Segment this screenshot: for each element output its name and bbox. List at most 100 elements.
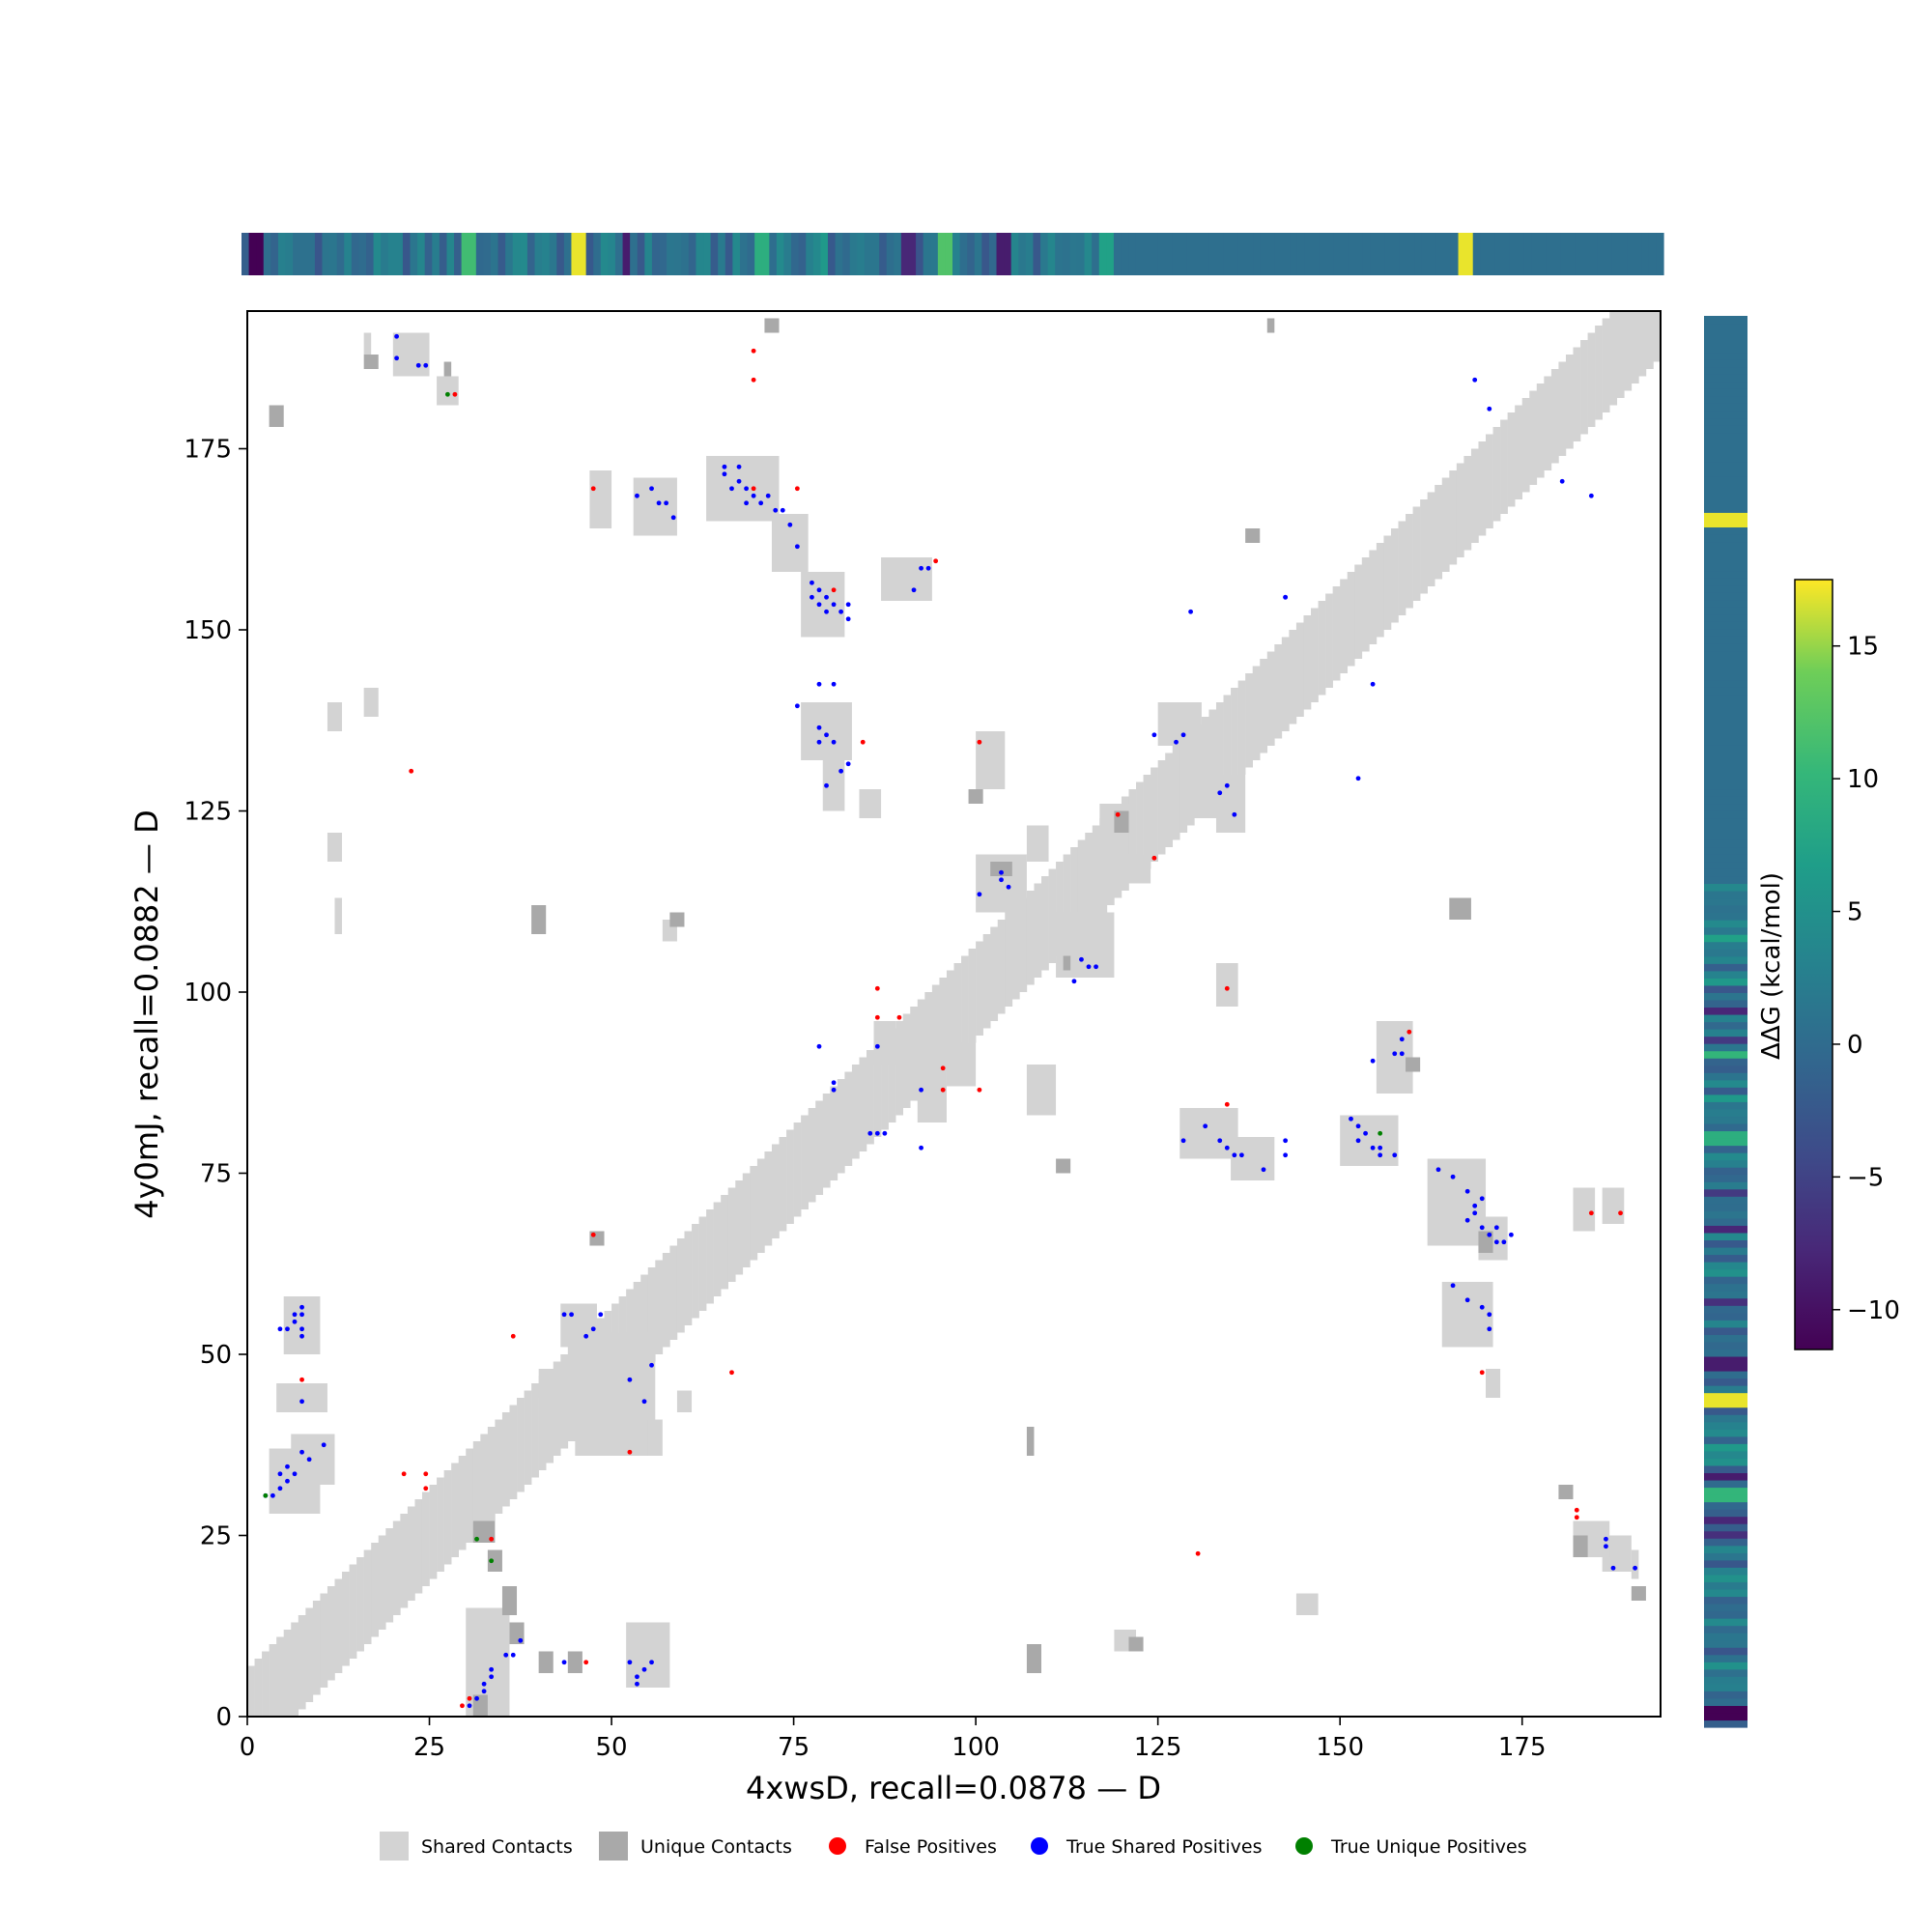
- top-track-cell: [754, 233, 763, 275]
- diagonal-contact-cell: [553, 1361, 561, 1456]
- true-shared-positive-point: [1151, 732, 1157, 738]
- top-track-cell: [637, 233, 645, 275]
- true-shared-positive-point: [824, 594, 829, 600]
- side-track-cell: [1704, 330, 1747, 339]
- unique-contact-block: [363, 355, 379, 369]
- top-track-cell: [724, 233, 733, 275]
- true-shared-positive-point: [882, 1130, 888, 1136]
- shared-contact-block: [1427, 1158, 1487, 1246]
- diagonal-contact-cell: [764, 1151, 773, 1246]
- side-track-cell: [1704, 454, 1747, 463]
- top-track-cell: [1487, 233, 1496, 275]
- top-track-cell: [739, 233, 749, 275]
- side-track-cell: [1704, 984, 1747, 993]
- unique-contact-block: [1406, 1057, 1421, 1072]
- shared-contact-block: [1295, 1593, 1319, 1615]
- x-tick-label: 75: [778, 1733, 810, 1762]
- side-track-cell: [1704, 1435, 1747, 1444]
- true-shared-positive-point: [1464, 1188, 1470, 1194]
- legend-label: False Positives: [865, 1836, 997, 1858]
- top-track-cell: [1245, 233, 1254, 275]
- top-track-cell: [806, 233, 814, 275]
- diagonal-contact-cell: [1179, 738, 1188, 833]
- true-shared-positive-point: [1479, 1304, 1485, 1310]
- diagonal-contact-cell: [1201, 717, 1209, 811]
- side-track-cell: [1704, 955, 1747, 964]
- side-track-cell: [1704, 1043, 1747, 1052]
- diagonal-contact-cell: [1157, 760, 1166, 855]
- top-track-cell: [600, 233, 609, 275]
- diagonal-contact-cell: [1565, 355, 1574, 449]
- top-track-cell: [1290, 233, 1298, 275]
- shared-contact-block: [437, 376, 459, 406]
- top-track-cell: [1348, 233, 1356, 275]
- unique-contact-block: [443, 361, 452, 377]
- top-track-cell: [1150, 233, 1159, 275]
- colorbar-ticks: −10 −5 0 5 10 15: [1833, 633, 1900, 1325]
- side-track-cell: [1704, 1487, 1747, 1495]
- colorbar-gradient: [1794, 579, 1833, 1350]
- side-track-cell: [1704, 1326, 1747, 1335]
- top-track-cell: [1443, 233, 1452, 275]
- unique-contact-block: [669, 912, 685, 927]
- true-shared-positive-point: [1472, 1210, 1478, 1216]
- true-shared-positive-point: [729, 486, 734, 492]
- top-track-cell: [1062, 233, 1071, 275]
- false-positive-point: [583, 1660, 589, 1665]
- diagonal-contact-cell: [458, 1456, 467, 1550]
- top-track-cell: [579, 233, 587, 275]
- x-tick-label: 125: [1134, 1733, 1182, 1762]
- true-shared-positive-point: [670, 515, 676, 521]
- top-track-cell: [930, 233, 939, 275]
- top-track-cell: [1656, 233, 1664, 275]
- unique-contact-block: [990, 862, 1012, 876]
- side-track-cell: [1704, 1291, 1747, 1299]
- side-track-cell: [1704, 687, 1747, 696]
- shared-contact-block: [538, 1369, 561, 1398]
- false-positive-point: [1115, 811, 1121, 817]
- true-shared-positive-point: [306, 1457, 312, 1463]
- side-track-cell: [1704, 1217, 1747, 1226]
- top-track-cell: [608, 233, 616, 275]
- true-shared-positive-point: [845, 761, 851, 767]
- true-shared-positive-point: [1604, 1544, 1608, 1549]
- true-shared-positive-point: [831, 739, 837, 745]
- side-track-cell: [1704, 1101, 1747, 1110]
- top-track-cell: [1546, 233, 1554, 275]
- side-track-cell: [1704, 1443, 1747, 1452]
- side-track-cell: [1704, 1385, 1747, 1394]
- diagonal-contact-cell: [501, 1412, 510, 1507]
- top-track-cell: [1231, 233, 1239, 275]
- diagonal-contact-cell: [1040, 876, 1049, 971]
- diagonal-contact-cell: [1048, 868, 1057, 963]
- x-tick-label: 100: [952, 1733, 1000, 1762]
- y-axis-label: 4y0mJ, recall=0.0882 — D: [128, 810, 165, 1219]
- true-shared-positive-point: [481, 1681, 487, 1687]
- false-positive-point: [1224, 985, 1230, 991]
- side-track-cell: [1704, 1094, 1747, 1102]
- side-track-cell: [1704, 796, 1747, 805]
- unique-contact-block: [567, 1651, 582, 1673]
- side-track-cell: [1704, 1312, 1747, 1321]
- top-track-cell: [703, 233, 712, 275]
- true-shared-positive-point: [722, 471, 727, 477]
- top-track-cell: [542, 233, 551, 275]
- side-track-cell: [1704, 1719, 1747, 1728]
- top-track-cell: [959, 233, 968, 275]
- true-shared-positive-point: [1217, 1138, 1223, 1144]
- true-shared-positive-point: [1472, 377, 1478, 383]
- diagonal-contact-cell: [466, 1448, 474, 1543]
- side-track-cell: [1704, 1538, 1747, 1547]
- top-track-cell: [1121, 233, 1129, 275]
- true-shared-positive-point: [1392, 1051, 1398, 1057]
- true-shared-positive-point: [845, 616, 851, 622]
- shared-contact-block: [676, 1390, 693, 1412]
- true-shared-positive-point: [999, 877, 1004, 883]
- top-track-cell: [439, 233, 448, 275]
- true-shared-positive-point: [773, 507, 779, 513]
- diagonal-contact-cell: [1194, 724, 1203, 818]
- plot-frame: [246, 310, 1662, 1718]
- side-track-cell: [1704, 861, 1747, 869]
- side-track-cell: [1704, 970, 1747, 979]
- top-track-cell: [1406, 233, 1415, 275]
